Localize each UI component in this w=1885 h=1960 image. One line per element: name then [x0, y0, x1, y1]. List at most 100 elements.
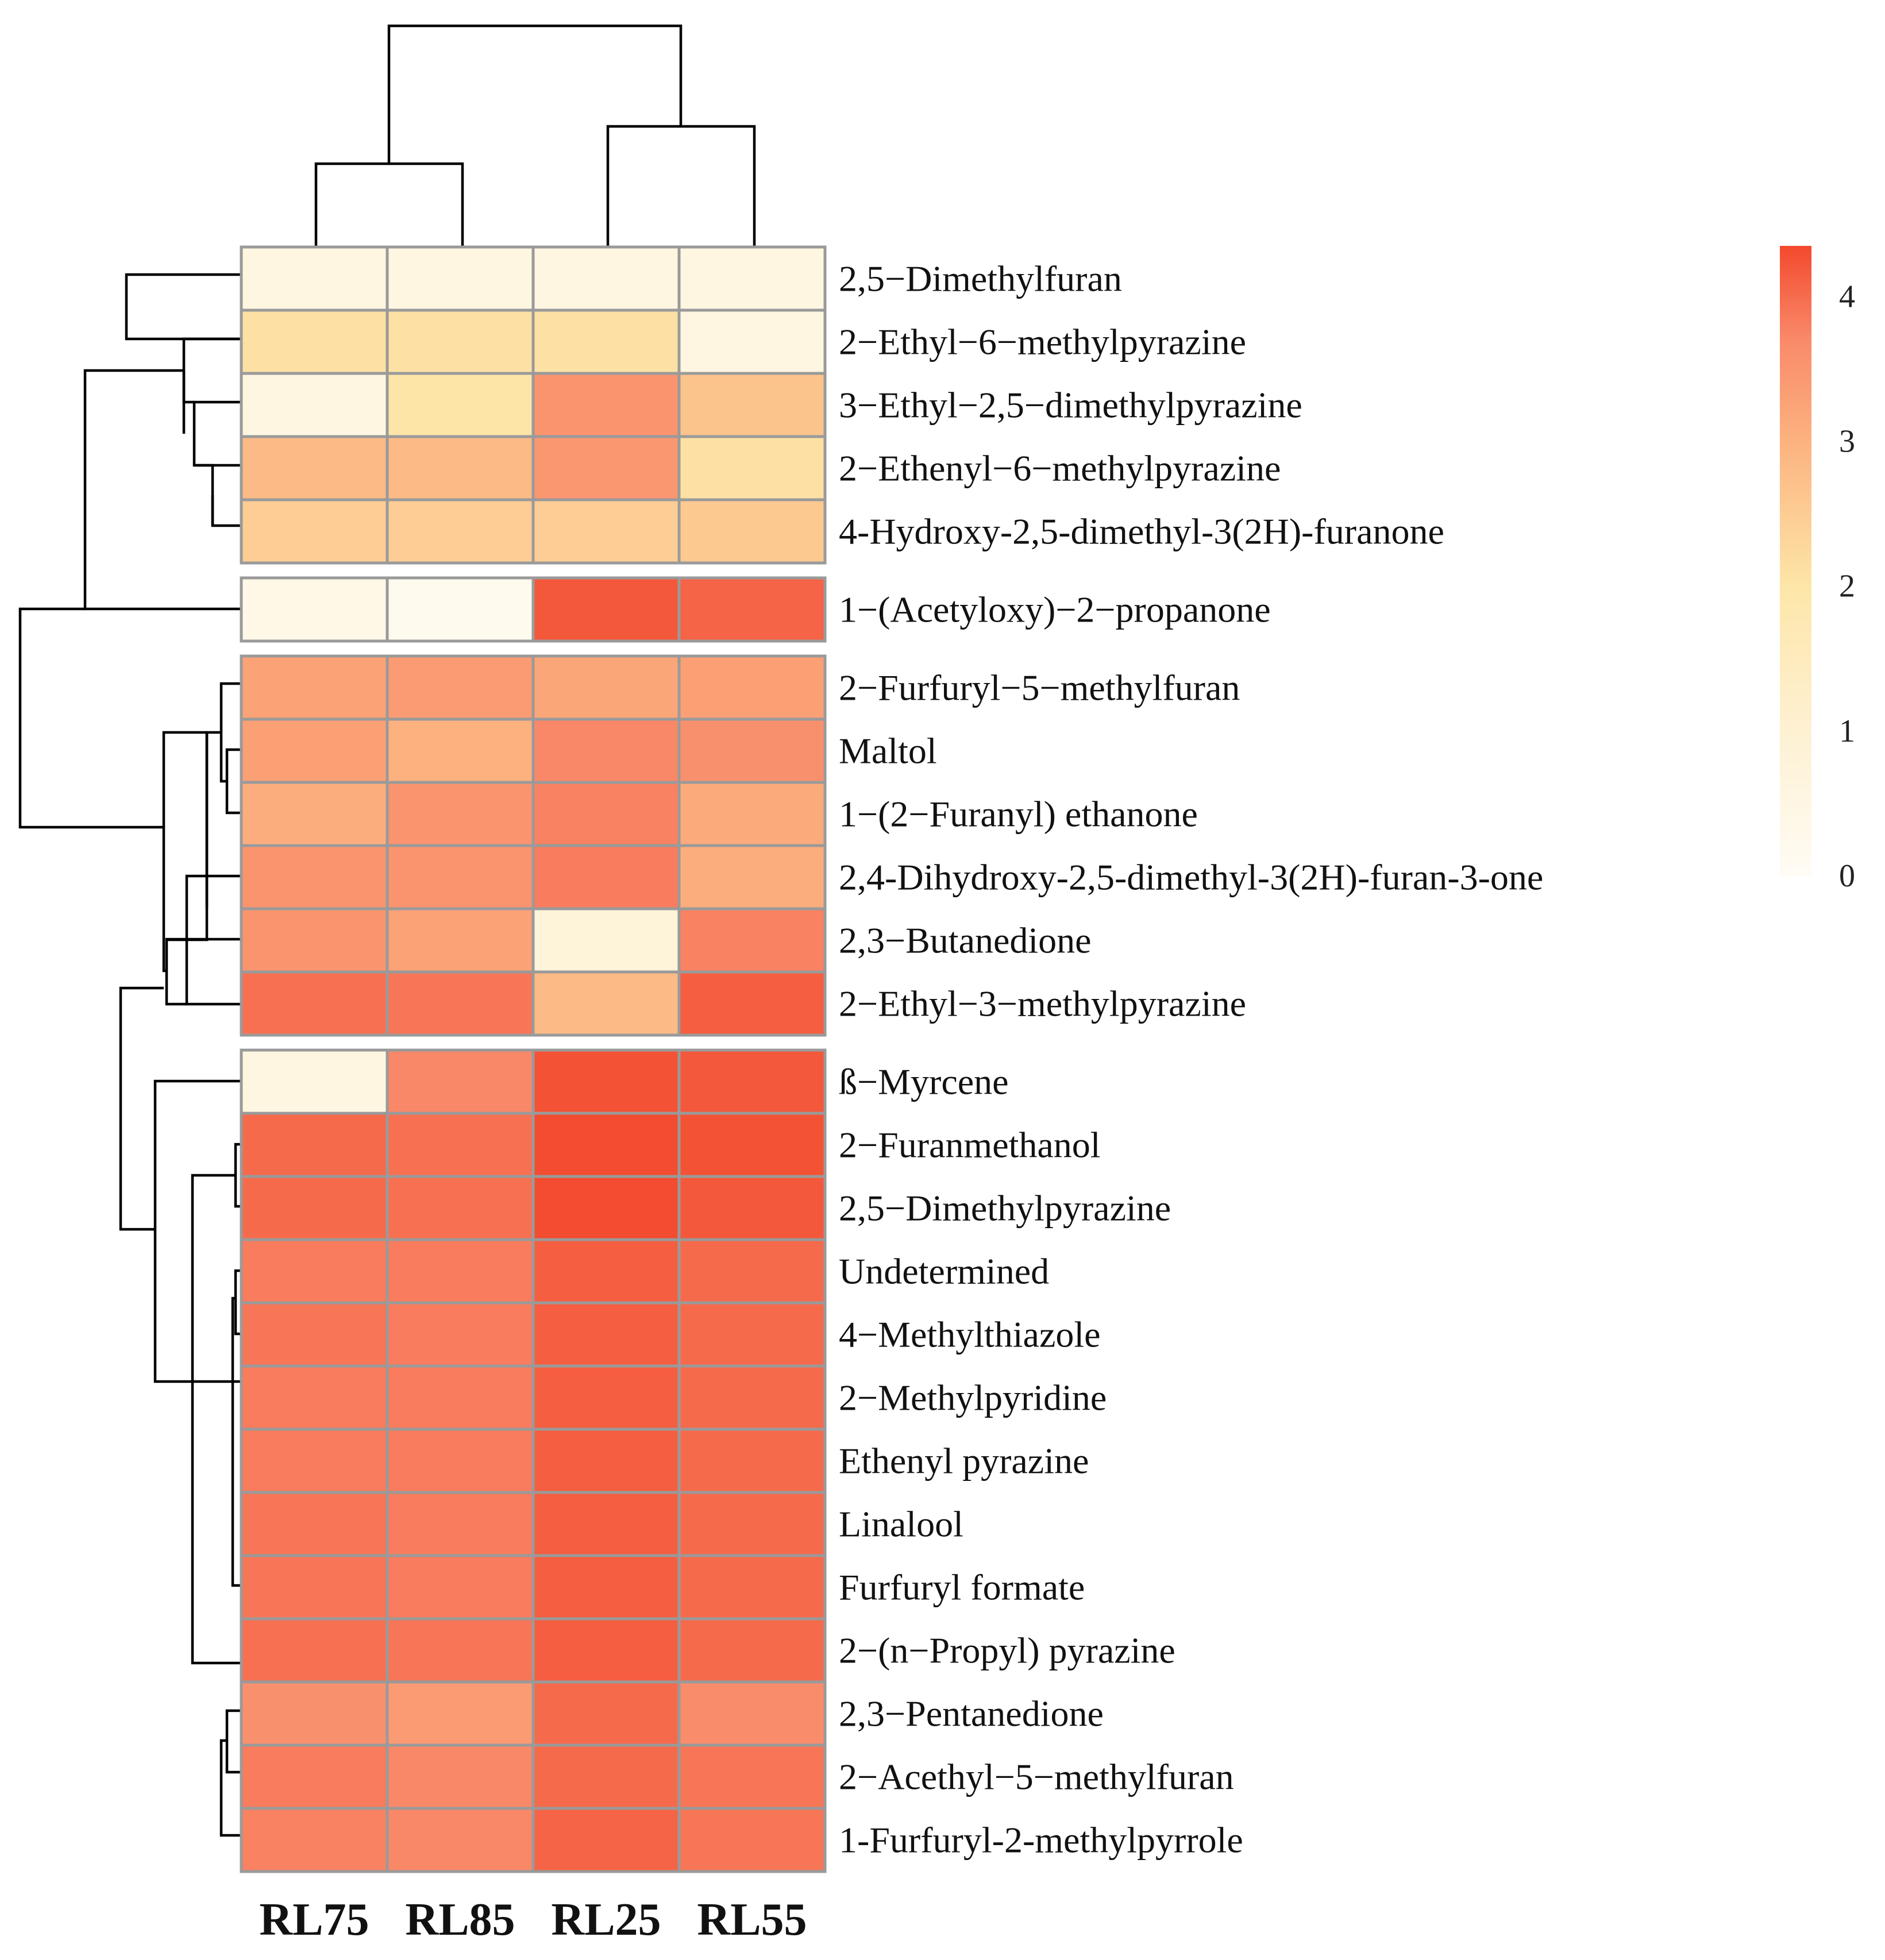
heatmap-cell [386, 1491, 535, 1557]
column-label: RL25 [551, 1895, 661, 1945]
heatmap-cell [677, 844, 827, 910]
colorbar-tick-label: 3 [1839, 423, 1855, 459]
heatmap-cell [240, 576, 389, 643]
heatmap-cell [240, 907, 389, 974]
heatmap-cell [386, 1680, 535, 1747]
heatmap-cell [677, 245, 827, 312]
row-label: 4-Hydroxy-2,5-dimethyl-3(2H)-furanone [839, 511, 1444, 552]
row-label: 2,4-Dihydroxy-2,5-dimethyl-3(2H)-furan-3… [839, 857, 1543, 898]
heatmap-cell [240, 372, 389, 438]
heatmap-cell [677, 1554, 827, 1621]
column-labels: RL75 RL85 RL25 RL55 [259, 1895, 807, 1945]
row-dendrogram [18, 273, 241, 1837]
heatmap-cell [240, 844, 389, 910]
heatmap-cell [677, 717, 827, 784]
heatmap-cell [240, 1617, 389, 1684]
heatmap-cell [386, 1112, 535, 1178]
colorbar-gradient [1780, 246, 1811, 876]
heatmap-cell [240, 245, 389, 312]
heatmap-cell [386, 1807, 535, 1873]
heatmap-cell [677, 1048, 827, 1115]
heatmap-cell [240, 1048, 389, 1115]
row-label: 4−Methylthiazole [839, 1314, 1101, 1355]
heatmap-cell [531, 1807, 681, 1873]
row-label: ß−Myrcene [839, 1062, 1009, 1102]
heatmap-cell [531, 498, 681, 565]
heatmap-cell [677, 308, 827, 375]
row-label: Maltol [839, 731, 937, 771]
row-label: Undetermined [839, 1251, 1049, 1292]
heatmap-cell [531, 1238, 681, 1305]
heatmap-cell [677, 435, 827, 501]
heatmap-cell [240, 1112, 389, 1178]
heatmap-cell [531, 717, 681, 784]
heatmap-cell [386, 1301, 535, 1368]
heatmap-cell [531, 1048, 681, 1115]
heatmap-cell [531, 245, 681, 312]
heatmap-cell [531, 844, 681, 910]
heatmap-cell [386, 245, 535, 312]
row-label: 2,3−Butanedione [839, 920, 1092, 961]
heatmap-cell [240, 1364, 389, 1431]
heatmap-cell [531, 372, 681, 438]
heatmap-cell [531, 1743, 681, 1810]
heatmap-cell [240, 1554, 389, 1621]
row-label: 2,5−Dimethylfuran [839, 258, 1122, 299]
row-label: 2−Methylpyridine [839, 1378, 1107, 1418]
heatmap-cell [386, 907, 535, 974]
heatmap-cell [240, 1427, 389, 1494]
row-label: 3−Ethyl−2,5−dimethylpyrazine [839, 385, 1302, 426]
heatmap-cell [386, 372, 535, 438]
heatmap-cell [677, 1238, 827, 1305]
heatmap-cell [531, 1112, 681, 1178]
heatmap-cell [677, 1617, 827, 1684]
row-label: Furfuryl formate [839, 1567, 1085, 1608]
heatmap-cell [386, 654, 535, 721]
heatmap-cell [240, 970, 389, 1037]
heatmap-cell [531, 1301, 681, 1368]
heatmap-cell [386, 1175, 535, 1241]
heatmap-cells [240, 245, 827, 1873]
heatmap-cell [677, 576, 827, 643]
heatmap-cell [677, 654, 827, 721]
heatmap-cell [677, 1807, 827, 1873]
heatmap-cell [677, 1175, 827, 1241]
heatmap-cell [531, 576, 681, 643]
colorbar: 0 1 2 3 4 [1780, 246, 1855, 894]
heatmap-cell [531, 654, 681, 721]
heatmap-cell [240, 1491, 389, 1557]
heatmap-cell [386, 970, 535, 1037]
row-label: 1−(2−Furanyl) ethanone [839, 794, 1198, 835]
heatmap-cell [386, 1364, 535, 1431]
heatmap-cell [677, 1743, 827, 1810]
heatmap-cell [240, 498, 389, 565]
row-label: 2−Furanmethanol [839, 1125, 1101, 1166]
colorbar-tick-label: 2 [1839, 569, 1855, 604]
heatmap-cell [386, 1048, 535, 1115]
heatmap-cell [386, 1238, 535, 1305]
heatmap-cell [240, 781, 389, 847]
heatmap-cell [531, 435, 681, 501]
colorbar-tick-label: 1 [1839, 713, 1855, 749]
heatmap-cell [240, 1680, 389, 1747]
row-label: Linalool [839, 1504, 963, 1545]
heatmap-cell [240, 1743, 389, 1810]
heatmap-cell [240, 654, 389, 721]
heatmap-cell [386, 576, 535, 643]
row-label: 2,3−Pentanedione [839, 1693, 1104, 1734]
heatmap-cell [240, 435, 389, 501]
heatmap-cell [677, 1427, 827, 1494]
heatmap-cell [531, 1680, 681, 1747]
row-label: 2−(n−Propyl) pyrazine [839, 1630, 1175, 1671]
heatmap-cell [386, 1554, 535, 1621]
heatmap-cell [677, 372, 827, 438]
heatmap-cell [240, 308, 389, 375]
colorbar-tick-label: 4 [1839, 279, 1855, 314]
heatmap-cell [531, 308, 681, 375]
row-label: 2−Ethyl−3−methylpyrazine [839, 983, 1246, 1024]
heatmap-cell [386, 435, 535, 501]
heatmap-cell [240, 717, 389, 784]
heatmap-cell [386, 1427, 535, 1494]
row-label: 1-Furfuryl-2-methylpyrrole [839, 1820, 1243, 1861]
heatmap-cell [677, 781, 827, 847]
